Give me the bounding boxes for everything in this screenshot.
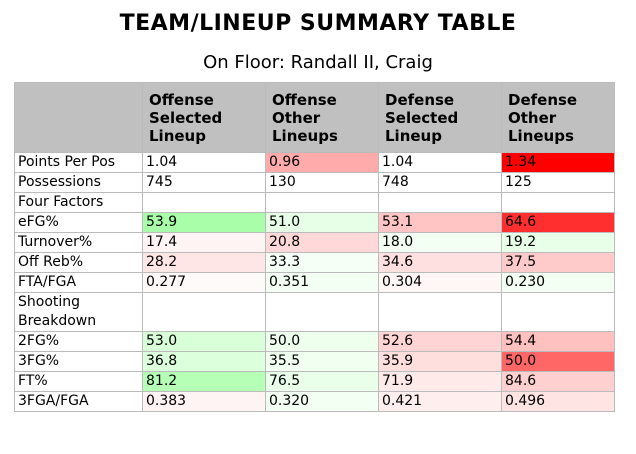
- table-cell: 36.8: [142, 351, 266, 372]
- table-row: Possessions 745 130 748 125: [14, 172, 615, 193]
- table-cell: 33.3: [265, 252, 379, 273]
- table-cell: 18.0: [378, 232, 502, 253]
- table-cell: 0.496: [501, 391, 615, 412]
- row-label: Possessions: [14, 172, 143, 193]
- table-cell: 53.0: [142, 331, 266, 352]
- table-row: Points Per Pos 1.04 0.96 1.04 1.34: [14, 152, 615, 173]
- table-row: FTA/FGA 0.277 0.351 0.304 0.230: [14, 272, 615, 293]
- table-cell: 76.5: [265, 371, 379, 392]
- table-cell: 35.9: [378, 351, 502, 372]
- table-row: 3FG% 36.8 35.5 35.9 50.0: [14, 351, 615, 372]
- table-cell: 17.4: [142, 232, 266, 253]
- row-label: Off Reb%: [14, 252, 143, 273]
- row-label: 3FG%: [14, 351, 143, 372]
- table-cell: 50.0: [501, 351, 615, 372]
- table-cell: 1.04: [142, 152, 266, 173]
- table-cell: 0.96: [265, 152, 379, 173]
- page-title: TEAM/LINEUP SUMMARY TABLE: [119, 11, 517, 36]
- table-cell: 35.5: [265, 351, 379, 372]
- table-cell: 81.2: [142, 371, 266, 392]
- table-cell: [378, 292, 502, 332]
- row-label: Points Per Pos: [14, 152, 143, 173]
- row-label: Shooting Breakdown: [14, 292, 143, 332]
- table-cell: [501, 292, 615, 332]
- table-cell: [142, 192, 266, 213]
- header-defense-selected: Defense Selected Lineup: [378, 82, 502, 153]
- table-cell: 748: [378, 172, 502, 193]
- row-label: Four Factors: [14, 192, 143, 213]
- table-cell: 37.5: [501, 252, 615, 273]
- table-cell: 745: [142, 172, 266, 193]
- row-label: Turnover%: [14, 232, 143, 253]
- table-row: Four Factors: [14, 192, 615, 213]
- header-defense-other: Defense Other Lineups: [501, 82, 615, 153]
- table-row: Turnover% 17.4 20.8 18.0 19.2: [14, 232, 615, 253]
- page-subtitle: On Floor: Randall II, Craig: [203, 52, 433, 73]
- table-cell: 1.34: [501, 152, 615, 173]
- header-offense-other: Offense Other Lineups: [265, 82, 379, 153]
- header-offense-selected: Offense Selected Lineup: [142, 82, 266, 153]
- table-cell: 1.04: [378, 152, 502, 173]
- table-cell: 28.2: [142, 252, 266, 273]
- table-header-row: Offense Selected Lineup Offense Other Li…: [14, 82, 615, 153]
- table-cell: [265, 292, 379, 332]
- table-cell: 0.304: [378, 272, 502, 293]
- row-label: eFG%: [14, 212, 143, 233]
- table-row: 2FG% 53.0 50.0 52.6 54.4: [14, 331, 615, 352]
- table-cell: 53.1: [378, 212, 502, 233]
- table-cell: 50.0: [265, 331, 379, 352]
- row-label: FT%: [14, 371, 143, 392]
- row-label: 3FGA/FGA: [14, 391, 143, 412]
- table-cell: 0.320: [265, 391, 379, 412]
- table-cell: 130: [265, 172, 379, 193]
- table-row: Shooting Breakdown: [14, 292, 615, 332]
- row-label: FTA/FGA: [14, 272, 143, 293]
- table-cell: [378, 192, 502, 213]
- table-cell: 54.4: [501, 331, 615, 352]
- table-row: eFG% 53.9 51.0 53.1 64.6: [14, 212, 615, 233]
- table-cell: [501, 192, 615, 213]
- table-cell: 34.6: [378, 252, 502, 273]
- table-cell: 20.8: [265, 232, 379, 253]
- table-cell: 51.0: [265, 212, 379, 233]
- table-row: FT% 81.2 76.5 71.9 84.6: [14, 371, 615, 392]
- table-cell: 0.383: [142, 391, 266, 412]
- summary-table: Offense Selected Lineup Offense Other Li…: [14, 82, 615, 412]
- table-cell: 0.351: [265, 272, 379, 293]
- table-cell: 125: [501, 172, 615, 193]
- table-row: 3FGA/FGA 0.383 0.320 0.421 0.496: [14, 391, 615, 412]
- table-cell: [142, 292, 266, 332]
- row-label: 2FG%: [14, 331, 143, 352]
- table-cell: 52.6: [378, 331, 502, 352]
- table-cell: 0.421: [378, 391, 502, 412]
- table-cell: 64.6: [501, 212, 615, 233]
- table-cell: [265, 192, 379, 213]
- header-cell-empty: [14, 82, 143, 153]
- table-cell: 19.2: [501, 232, 615, 253]
- table-cell: 84.6: [501, 371, 615, 392]
- table-cell: 53.9: [142, 212, 266, 233]
- table-row: Off Reb% 28.2 33.3 34.6 37.5: [14, 252, 615, 273]
- table-cell: 0.230: [501, 272, 615, 293]
- table-cell: 0.277: [142, 272, 266, 293]
- table-cell: 71.9: [378, 371, 502, 392]
